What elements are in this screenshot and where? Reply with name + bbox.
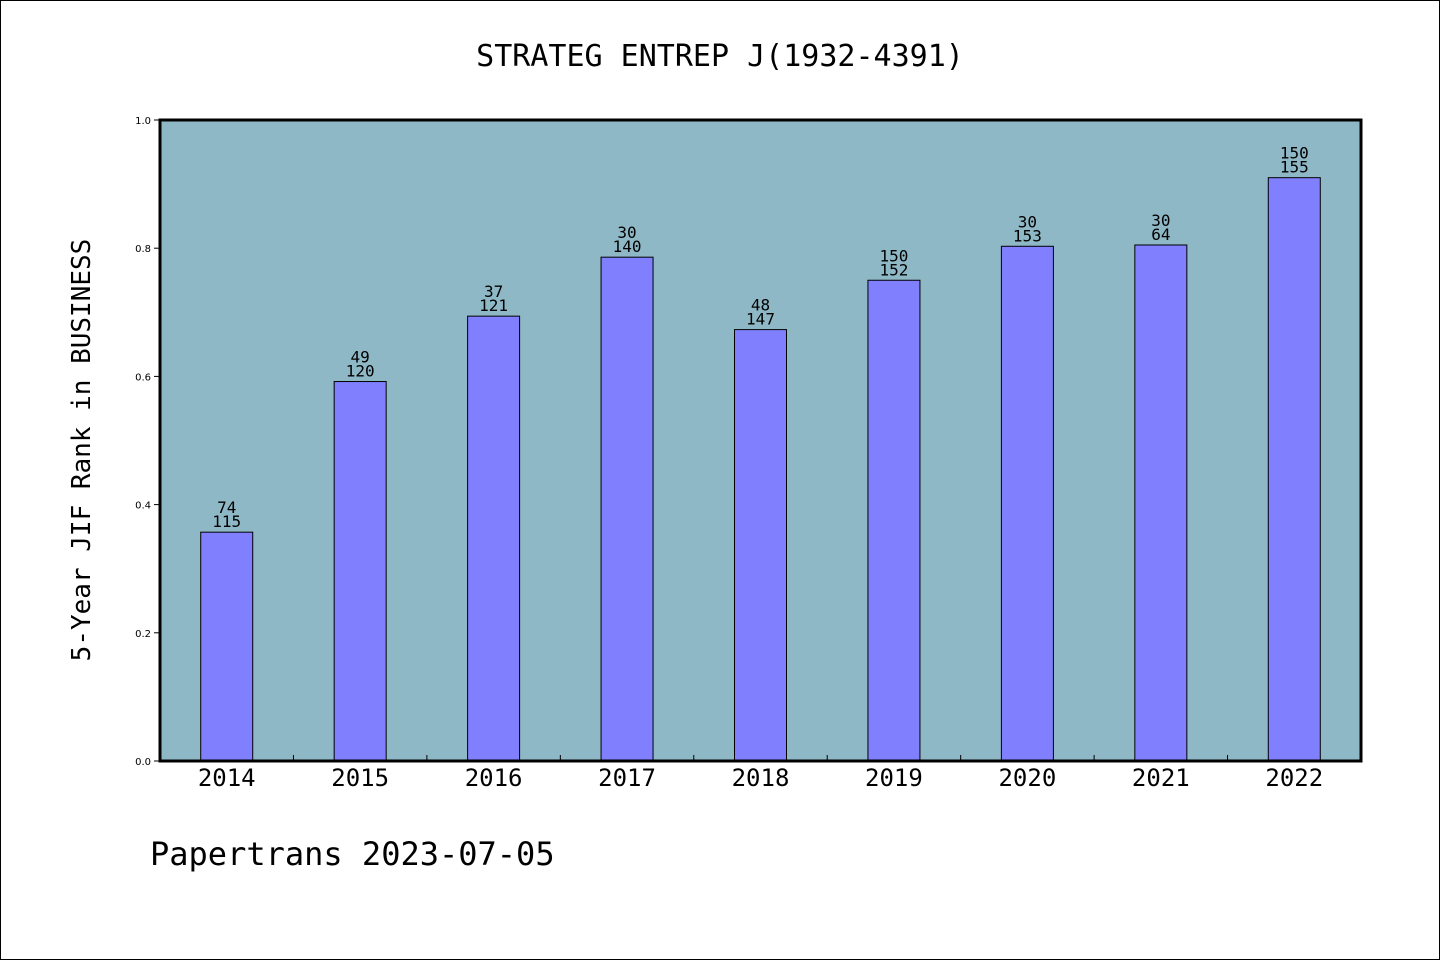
bar-total-label: 121 bbox=[479, 296, 508, 315]
bar-2020 bbox=[1000, 245, 1054, 762]
y-tick-label: 0.8 bbox=[135, 244, 151, 255]
bar-rank-label: 30 bbox=[1151, 211, 1170, 230]
x-tick-label: 2016 bbox=[465, 764, 523, 792]
x-tick-label: 2022 bbox=[1265, 764, 1323, 792]
bar-rank-label: 150 bbox=[1280, 144, 1309, 163]
bar-2015 bbox=[333, 381, 387, 762]
bar-2019 bbox=[867, 279, 921, 762]
bars-group bbox=[200, 177, 1321, 762]
x-tick-label: 2017 bbox=[598, 764, 656, 792]
x-tick-label: 2020 bbox=[998, 764, 1056, 792]
bar-2014 bbox=[200, 531, 254, 762]
bar-total-label: 155 bbox=[1280, 158, 1309, 177]
y-tick-label: 0.0 bbox=[135, 757, 151, 768]
bar-total-label: 152 bbox=[879, 260, 908, 279]
x-tick-label: 2015 bbox=[331, 764, 389, 792]
x-tick-label: 2021 bbox=[1132, 764, 1190, 792]
bar-total-label: 64 bbox=[1151, 225, 1170, 244]
bar-total-label: 140 bbox=[613, 237, 642, 256]
footer-credit: Papertrans 2023-07-05 bbox=[150, 835, 555, 873]
y-tick-label: 0.2 bbox=[135, 629, 151, 640]
x-axis-ticks: 2014 2015 2016 2017 2018 2019 2020 2021 2022 bbox=[198, 755, 1323, 792]
y-axis-ticks: 0.0 0.2 0.4 0.6 0.8 1.0 bbox=[135, 116, 160, 768]
bar-2017 bbox=[600, 256, 654, 762]
bar-total-label: 153 bbox=[1013, 226, 1042, 245]
bar-rank-label: 49 bbox=[351, 348, 370, 367]
bar-rank-label: 30 bbox=[1018, 212, 1037, 231]
x-tick-label: 2018 bbox=[732, 764, 790, 792]
y-axis-label: 5-Year JIF Rank in BUSINESS bbox=[67, 239, 97, 662]
y-tick-label: 1.0 bbox=[135, 116, 151, 127]
bar-total-label: 120 bbox=[346, 362, 375, 381]
x-tick-label: 2014 bbox=[198, 764, 256, 792]
bar-total-label: 147 bbox=[746, 310, 775, 329]
bar-2016 bbox=[467, 315, 521, 762]
x-tick-label: 2019 bbox=[865, 764, 923, 792]
plot-border bbox=[158, 118, 1363, 763]
y-tick-label: 0.4 bbox=[135, 501, 151, 512]
chart-title: STRATEG ENTREP J(1932-4391) bbox=[476, 39, 964, 74]
bar-rank-label: 48 bbox=[751, 296, 770, 315]
bar-rank-label: 74 bbox=[217, 498, 236, 517]
bar-2021 bbox=[1134, 244, 1188, 762]
y-tick-label: 0.6 bbox=[135, 372, 151, 383]
bar-rank-label: 37 bbox=[484, 282, 503, 301]
bar-total-label: 115 bbox=[212, 512, 241, 531]
bar-labels-group: 7411549120371213014048147150152301533064… bbox=[212, 144, 1308, 531]
bar-2018 bbox=[734, 329, 787, 762]
bar-2022 bbox=[1267, 177, 1321, 762]
bar-rank-label: 30 bbox=[617, 223, 636, 242]
bar-rank-label: 150 bbox=[879, 246, 908, 265]
